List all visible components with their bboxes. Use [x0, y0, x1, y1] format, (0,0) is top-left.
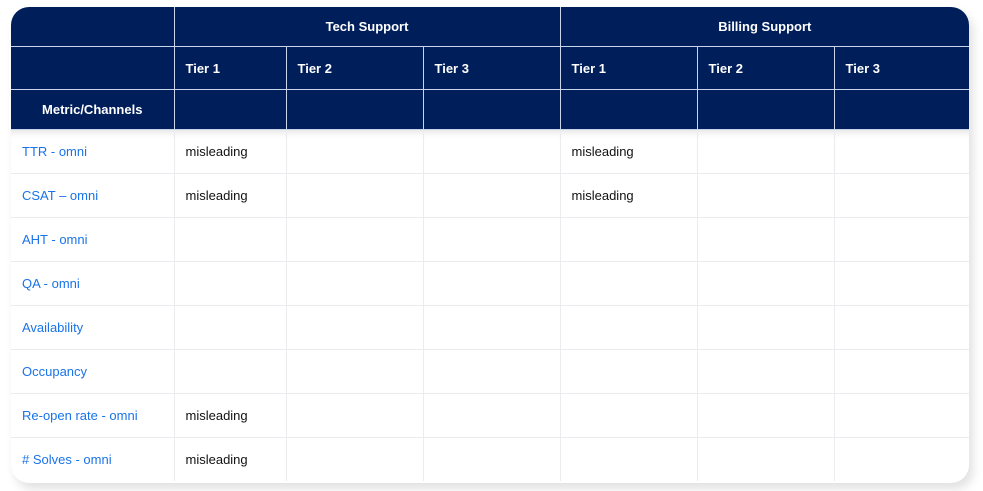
table-cell: [559, 217, 698, 262]
table-cell: [422, 217, 561, 262]
tier-header-row: Tier 1 Tier 2 Tier 3 Tier 1 Tier 2 Tier …: [11, 46, 969, 90]
empty-header-cell: [285, 89, 424, 130]
empty-header-cell: [422, 89, 561, 130]
table-cell: [173, 217, 287, 262]
table-row: Availability: [11, 305, 969, 350]
table-cell: [422, 393, 561, 438]
table-cell: [696, 437, 835, 481]
metric-name[interactable]: Re-open rate - omni: [11, 393, 175, 438]
table-cell: [696, 173, 835, 218]
table-cell: [833, 173, 969, 218]
table-row: AHT - omni: [11, 217, 969, 262]
tier-header: Tier 2: [285, 46, 424, 90]
table-cell: [285, 261, 424, 306]
empty-header-cell: [833, 89, 969, 130]
empty-header-cell: [173, 89, 287, 130]
metric-name[interactable]: QA - omni: [11, 261, 175, 306]
table-cell: [422, 129, 561, 174]
table-cell: [696, 305, 835, 350]
table-cell: [285, 393, 424, 438]
table-cell: [559, 261, 698, 306]
tier-header: Tier 1: [559, 46, 698, 90]
group-header-billing-support: Billing Support: [559, 7, 969, 47]
table-cell: [833, 305, 969, 350]
metric-name[interactable]: Availability: [11, 305, 175, 350]
table-cell: [285, 305, 424, 350]
table-row: Occupancy: [11, 349, 969, 394]
table-cell: [285, 173, 424, 218]
group-header-tech-support: Tech Support: [173, 7, 561, 47]
table-cell: misleading: [173, 437, 287, 481]
metric-header-row: Metric/Channels: [11, 89, 969, 130]
table-cell: [559, 305, 698, 350]
table-cell: [696, 129, 835, 174]
table-row: TTR - omni misleading misleading: [11, 129, 969, 174]
table-cell: [833, 437, 969, 481]
table-cell: [833, 349, 969, 394]
table-cell: [833, 129, 969, 174]
metric-name[interactable]: Occupancy: [11, 349, 175, 394]
table-cell: [285, 129, 424, 174]
metrics-table-card: Tech Support Billing Support Tier 1 Tier…: [11, 7, 969, 483]
table-cell: [833, 393, 969, 438]
table-cell: [173, 261, 287, 306]
table-cell: [833, 261, 969, 306]
table-row: CSAT – omni misleading misleading: [11, 173, 969, 218]
table-cell: [422, 349, 561, 394]
table-cell: misleading: [559, 129, 698, 174]
table-row: Re-open rate - omni misleading: [11, 393, 969, 438]
table-cell: misleading: [559, 173, 698, 218]
table-cell: [285, 437, 424, 481]
table-cell: [173, 305, 287, 350]
table-cell: [173, 349, 287, 394]
table-cell: misleading: [173, 393, 287, 438]
table-cell: [833, 217, 969, 262]
table-cell: [559, 437, 698, 481]
table-cell: [285, 349, 424, 394]
table-cell: [422, 437, 561, 481]
metric-name[interactable]: CSAT – omni: [11, 173, 175, 218]
tier-header: Tier 1: [173, 46, 287, 90]
tier-header: Tier 3: [422, 46, 561, 90]
metric-channels-header: Metric/Channels: [11, 89, 175, 130]
table-cell: [559, 393, 698, 438]
table-cell: misleading: [173, 129, 287, 174]
empty-header-cell: [559, 89, 698, 130]
metric-name[interactable]: # Solves - omni: [11, 437, 175, 481]
group-header-row: Tech Support Billing Support: [11, 7, 969, 47]
tier-header: Tier 2: [696, 46, 835, 90]
empty-header-cell: [696, 89, 835, 130]
table-cell: [422, 305, 561, 350]
metrics-table: Tech Support Billing Support Tier 1 Tier…: [11, 7, 969, 481]
table-cell: [696, 349, 835, 394]
table-cell: misleading: [173, 173, 287, 218]
table-cell: [422, 261, 561, 306]
metric-name[interactable]: AHT - omni: [11, 217, 175, 262]
table-cell: [696, 217, 835, 262]
empty-header-cell: [11, 46, 175, 90]
table-cell: [559, 349, 698, 394]
corner-header-cell: [11, 7, 175, 47]
table-row: QA - omni: [11, 261, 969, 306]
table-cell: [696, 393, 835, 438]
table-row: # Solves - omni misleading: [11, 437, 969, 481]
metric-name[interactable]: TTR - omni: [11, 129, 175, 174]
table-cell: [422, 173, 561, 218]
table-cell: [285, 217, 424, 262]
tier-header: Tier 3: [833, 46, 969, 90]
table-cell: [696, 261, 835, 306]
